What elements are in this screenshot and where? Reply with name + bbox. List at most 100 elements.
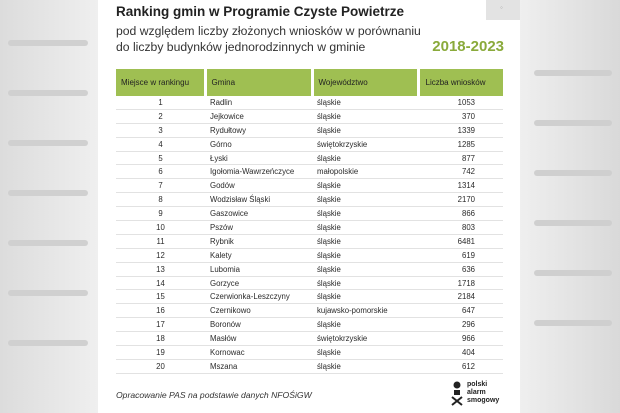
logo-text-line: polski [467,381,488,388]
rank-cell: 13 [116,262,205,277]
table-row: 12 Kalety śląskie 619 [116,248,503,263]
applications-cell: 636 [418,262,503,277]
gmina-cell: Gaszowice [205,206,312,222]
applications-cell: 404 [418,345,503,360]
table-row: 3 Rydułtowy śląskie 1339 [116,123,503,138]
ghost-line [8,90,88,96]
corner-tab[interactable]: ◦ [486,0,520,20]
ghost-line [8,340,88,346]
table-row: 4 Górno świętokrzyskie 1285 [116,137,503,152]
rank-cell: 15 [116,289,205,305]
rank-cell: 20 [116,359,205,374]
voivodeship-cell: śląskie [312,96,418,110]
gmina-cell: Lubomia [205,262,312,277]
voivodeship-cell: śląskie [312,317,418,333]
gmina-cell: Gorzyce [205,276,312,291]
voivodeship-cell: śląskie [312,262,418,277]
voivodeship-cell: śląskie [312,276,418,291]
applications-cell: 612 [418,359,503,374]
applications-cell: 1339 [418,123,503,138]
applications-cell: 866 [418,206,503,222]
voivodeship-cell: świętokrzyskie [312,137,418,152]
source-note: Opracowanie PAS na podstawie danych NFOŚ… [116,390,312,400]
gmina-cell: Kornowac [205,345,312,360]
voivodeship-cell: śląskie [312,206,418,222]
rank-cell: 1 [116,96,205,110]
voivodeship-cell: śląskie [312,248,418,263]
table-row: 7 Godów śląskie 1314 [116,178,503,194]
background-blur-right [520,0,620,413]
table-row: 2 Jejkowice śląskie 370 [116,109,503,124]
applications-cell: 1285 [418,137,503,152]
ghost-line [534,220,612,226]
voivodeship-cell: małopolskie [312,164,418,180]
logo-text: polski alarm smogowy [467,381,499,405]
voivodeship-cell: świętokrzyskie [312,331,418,347]
applications-cell: 1314 [418,178,503,194]
gmina-cell: Górno [205,137,312,152]
rank-cell: 10 [116,220,205,235]
table-row: 15 Czerwionka-Leszczyny śląskie 2184 [116,289,503,305]
page-title: Ranking gmin w Programie Czyste Powietrz… [116,4,405,19]
gmina-cell: Rybnik [205,234,312,249]
ghost-line [8,140,88,146]
rank-cell: 9 [116,206,205,222]
ghost-line [8,40,88,46]
rank-cell: 12 [116,248,205,263]
gmina-cell: Czernikowo [205,303,312,319]
smog-logo-icon [451,381,463,406]
voivodeship-cell: śląskie [312,178,418,194]
table-row: 10 Pszów śląskie 803 [116,220,503,235]
applications-cell: 6481 [418,234,503,249]
applications-cell: 1718 [418,276,503,291]
rank-cell: 8 [116,192,205,208]
gmina-cell: Godów [205,178,312,194]
column-header-rank: Miejsce w rankingu [116,69,207,96]
applications-cell: 2170 [418,192,503,208]
background-blur-left [0,0,98,413]
gmina-cell: Czerwionka-Leszczyny [205,289,312,305]
rank-cell: 11 [116,234,205,249]
rank-cell: 6 [116,164,205,180]
applications-cell: 877 [418,151,503,166]
gmina-cell: Kalety [205,248,312,263]
ghost-line [8,240,88,246]
applications-cell: 2184 [418,289,503,305]
table-row: 13 Lubomia śląskie 636 [116,262,503,277]
applications-cell: 966 [418,331,503,347]
voivodeship-cell: śląskie [312,289,418,305]
year-range: 2018-2023 [432,38,504,55]
rank-cell: 7 [116,178,205,194]
column-header-gmina: Gmina [205,69,314,96]
table-row: 17 Boronów śląskie 296 [116,317,503,333]
table-row: 19 Kornowac śląskie 404 [116,345,503,360]
applications-cell: 647 [418,303,503,319]
voivodeship-cell: śląskie [312,151,418,166]
table-row: 11 Rybnik śląskie 6481 [116,234,503,249]
ranking-table: Miejsce w rankingu Gmina Województwo Lic… [116,69,503,374]
subtitle-line: do liczby budynków jednorodzinnych w gmi… [116,40,366,54]
ghost-line [534,120,612,126]
gmina-cell: Mszana [205,359,312,374]
rank-cell: 18 [116,331,205,347]
voivodeship-cell: śląskie [312,109,418,124]
gmina-cell: Pszów [205,220,312,235]
gmina-cell: Wodzisław Śląski [205,192,312,208]
rank-cell: 14 [116,276,205,291]
table-row: 9 Gaszowice śląskie 866 [116,206,503,222]
chevron-icon: ◦ [500,3,503,12]
applications-cell: 370 [418,109,503,124]
gmina-cell: Rydułtowy [205,123,312,138]
rank-cell: 19 [116,345,205,360]
table-header-row: Miejsce w rankingu Gmina Województwo Lic… [116,69,503,96]
voivodeship-cell: śląskie [312,359,418,374]
applications-cell: 619 [418,248,503,263]
logo-text-line: alarm [467,389,486,396]
rank-cell: 5 [116,151,205,166]
table-row: 6 Igołomia-Wawrzeńczyce małopolskie 742 [116,164,503,180]
ghost-line [8,290,88,296]
voivodeship-cell: śląskie [312,220,418,235]
voivodeship-cell: kujawsko-pomorskie [312,303,418,319]
gmina-cell: Radlin [205,96,312,110]
rank-cell: 2 [116,109,205,124]
